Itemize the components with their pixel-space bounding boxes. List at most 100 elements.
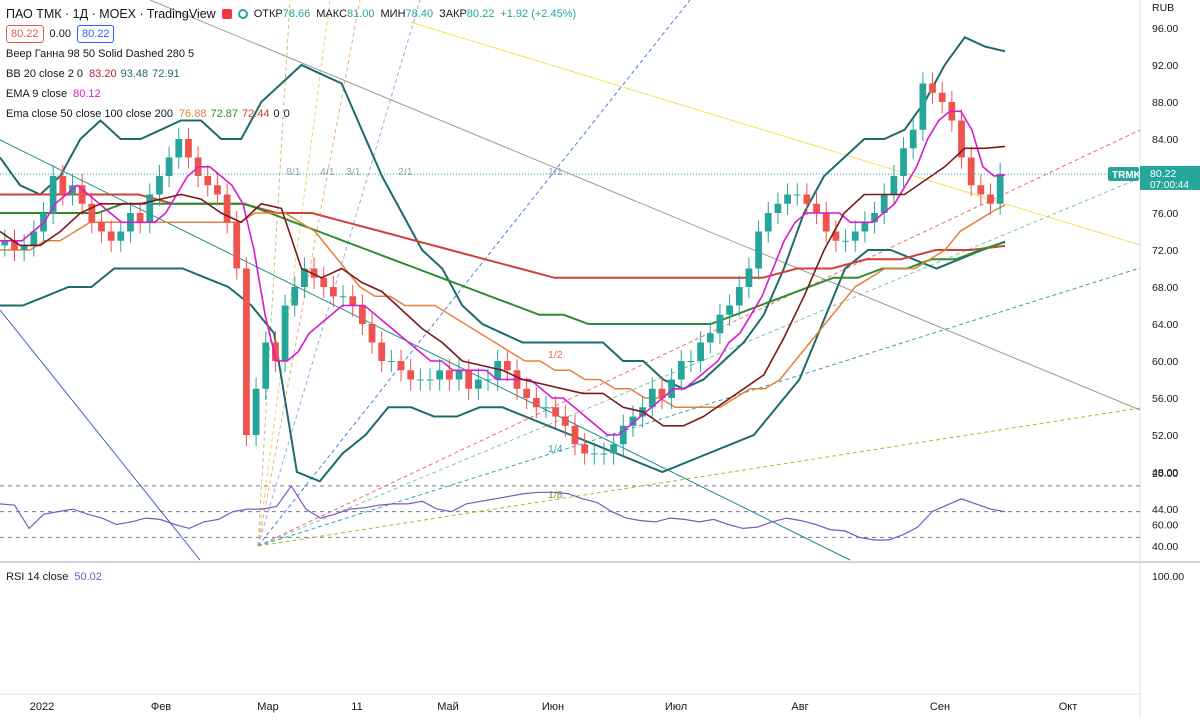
candle-body (648, 388, 656, 408)
candle-body (252, 388, 260, 435)
rsi-value: 50.02 (74, 571, 102, 583)
candle-body (822, 213, 830, 232)
sell-button[interactable]: 80.22 (6, 25, 44, 43)
market-status-icon (221, 9, 232, 19)
price-tick-label: 88.00 (1152, 97, 1178, 109)
indicator-name: EMA 9 close (6, 88, 68, 100)
price-tick-label: 92.00 (1152, 60, 1178, 72)
candle-body (861, 222, 869, 232)
ema9-line (0, 110, 1006, 436)
indicator-value: 0 (273, 108, 280, 120)
candle-body (165, 157, 173, 176)
ema100-line (0, 202, 1006, 325)
candle-body (851, 231, 859, 241)
indicator-rows: Веер Ганна 98 50 Solid Dashed 280 5 BB 20… (6, 44, 576, 124)
time-tick-label: 11 (351, 701, 362, 713)
candle-body (716, 314, 724, 334)
candle-body (977, 185, 985, 195)
candle-body (668, 379, 675, 398)
candle-body (59, 176, 67, 195)
candle-body (629, 416, 637, 426)
time-tick-label: Авг (791, 701, 808, 713)
candle-body (397, 361, 405, 371)
candle-body (503, 361, 511, 371)
price-tick-label: 64.00 (1152, 319, 1178, 331)
time-tick-label: Май (437, 701, 459, 713)
rsi-tick-label: 60.00 (1152, 520, 1178, 532)
candle-body (803, 194, 811, 204)
candle-body (793, 194, 801, 196)
candle-body (484, 379, 492, 381)
rsi-legend[interactable]: RSI 14 close 50.02 (6, 571, 102, 583)
price-tick-label: 60.00 (1152, 356, 1178, 368)
candle-body (919, 83, 927, 130)
indicator-row[interactable]: BB 20 close 2 0 83.20 93.48 72.91 (6, 64, 576, 84)
gann-label: 1/1 (548, 166, 563, 178)
gann-fan-line (257, 0, 291, 547)
time-tick-label: Мар (257, 701, 279, 713)
indicator-value: 72.87 (210, 108, 238, 120)
candle-body (378, 342, 386, 361)
bollinger-lower (0, 240, 1006, 483)
price-tick-label: 72.00 (1152, 245, 1178, 257)
candle-body (223, 194, 231, 223)
candle-body (561, 416, 569, 426)
candle-body (358, 305, 366, 324)
candle-body (571, 425, 579, 445)
indicator-row[interactable]: Веер Ганна 98 50 Solid Dashed 280 5 (6, 44, 576, 64)
candle-body (474, 379, 482, 389)
ohlc-high-label: МАКС (316, 8, 347, 20)
candle-body (890, 176, 898, 195)
candle-body (407, 370, 415, 380)
candle-body (600, 453, 608, 455)
trend-line (0, 139, 851, 561)
gann-label: 1/8 (548, 489, 563, 501)
ohlc-low-label: МИН (380, 8, 406, 20)
time-tick-label: Сен (930, 701, 950, 713)
price-tick-label: 52.00 (1152, 430, 1178, 442)
symbol-title[interactable]: ПАО ТМК · 1Д · MOEX · TradingView (6, 7, 216, 21)
ohlc-open: 78.66 (282, 8, 311, 20)
candle-body (49, 176, 57, 213)
time-tick-label: Фев (151, 701, 171, 713)
candle-body (581, 444, 589, 454)
indicator-row[interactable]: Ema close 50 close 100 close 200 76.88 72.… (6, 104, 576, 124)
candle-body (909, 129, 917, 149)
symbol-row: ПАО ТМК · 1Д · MOEX · TradingView ОТКР 78… (6, 4, 576, 24)
indicator-row[interactable]: EMA 9 close 80.12 (6, 84, 576, 104)
candle-body (146, 194, 154, 223)
candle-body (967, 157, 975, 186)
candle-body (1, 240, 9, 246)
price-tick-label: 68.00 (1152, 282, 1178, 294)
candle-body (78, 185, 86, 204)
candle-body (11, 240, 18, 250)
candle-body (610, 444, 618, 454)
last-price-tag-bg (1140, 165, 1200, 190)
rsi-label: RSI 14 close (6, 571, 69, 583)
candle-body (387, 361, 395, 362)
bollinger-basis (0, 145, 1006, 427)
indicator-name: BB 20 close 2 0 (6, 68, 84, 80)
candle-body (996, 173, 1004, 204)
time-tick-label: Окт (1059, 701, 1078, 713)
gann-fan-line (257, 177, 1141, 547)
indicator-value: 93.48 (120, 68, 149, 80)
candle-body (494, 361, 502, 380)
candle-body (330, 287, 337, 297)
buy-button[interactable]: 80.22 (76, 25, 115, 43)
gann-label: 4/1 (320, 166, 335, 178)
candle-body (185, 139, 192, 158)
price-tick-label: 96.00 (1152, 23, 1178, 35)
candle-body (136, 213, 144, 223)
indicator-value: 80.12 (73, 88, 101, 100)
candle-body (938, 92, 946, 102)
candle-body (445, 370, 453, 380)
indicator-value: 72.44 (242, 108, 270, 120)
rsi-line (0, 484, 1006, 541)
candle-body (590, 453, 598, 455)
candle-body (30, 231, 38, 246)
candle-body (842, 240, 849, 242)
candle-body (677, 361, 685, 380)
